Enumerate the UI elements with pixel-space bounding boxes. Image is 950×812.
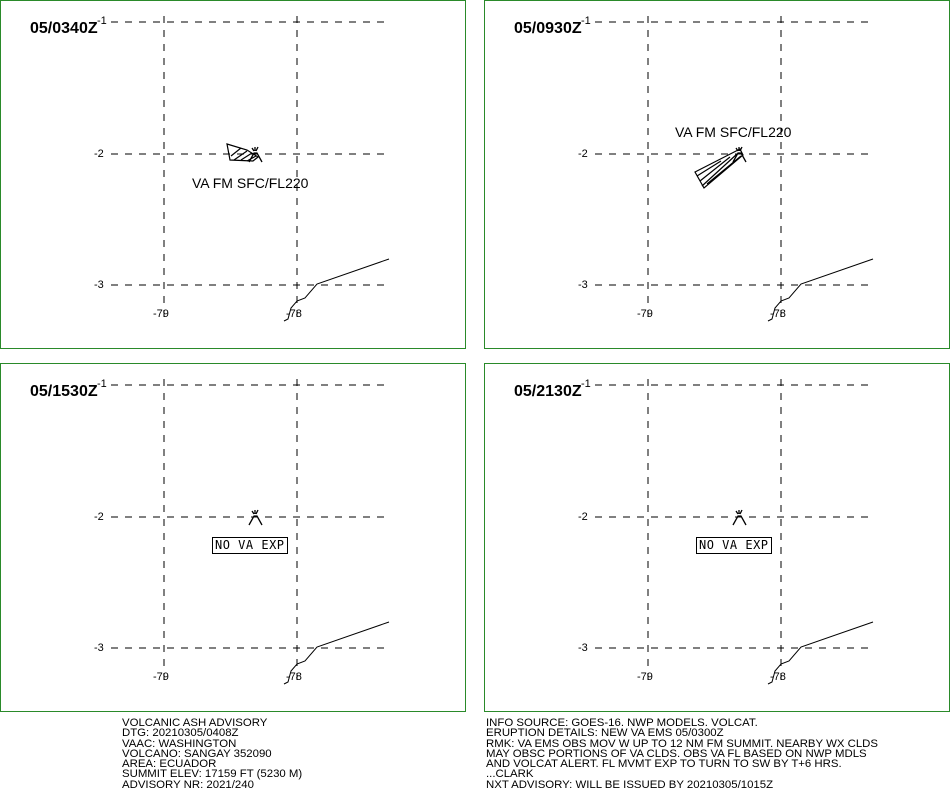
forecast-time: 05/1530Z — [30, 383, 98, 400]
no-va-label: NO VA EXP — [696, 537, 772, 554]
graticule — [595, 379, 868, 684]
advisory-line: AREA: ECUADOR — [122, 758, 217, 771]
lat-tick-label: -1 — [581, 15, 591, 27]
forecast-panel-1530z: 05/1530Z -1 -2 -3 -79 -78 NO VA EXP — [0, 363, 466, 712]
remarks-line: MAY OBSC PORTIONS OF VA CLDS. OBS VA FL … — [486, 747, 867, 760]
forecast-panel-0340z: 05/0340Z -1 -2 -3 -79 -78 VA FM SFC/FL22… — [0, 0, 466, 349]
lon-tick-label: -79 — [153, 308, 169, 320]
advisory-line: VOLCANO: SANGAY 352090 — [122, 747, 272, 760]
lon-tick-label: -78 — [286, 308, 302, 320]
lat-tick-label: -1 — [581, 378, 591, 390]
remarks-line: NXT ADVISORY: WILL BE ISSUED BY 20210305… — [486, 778, 774, 791]
coastline — [283, 258, 390, 322]
graticule — [111, 379, 384, 684]
ash-cloud-area — [694, 148, 744, 189]
remarks-line: RMK: VA EMS OBS MOV W UP TO 12 NM FM SUM… — [486, 737, 878, 750]
advisory-line: VAAC: WASHINGTON — [122, 737, 237, 750]
coastline — [767, 621, 874, 685]
graticule — [111, 16, 384, 321]
volcano-icon — [248, 509, 263, 526]
advisory-line: SUMMIT ELEV: 17159 FT (5230 M) — [122, 768, 303, 781]
forecast-panel-0930z: 05/0930Z -1 -2 -3 -79 -78 VA FM SFC/FL22… — [484, 0, 950, 349]
lon-tick-label: -79 — [153, 671, 169, 683]
lat-tick-label: -1 — [97, 378, 107, 390]
advisory-line: VOLCANIC ASH ADVISORY — [122, 717, 268, 729]
lon-tick-label: -79 — [637, 308, 653, 320]
no-va-label: NO VA EXP — [212, 537, 288, 554]
forecast-time: 05/0930Z — [514, 20, 582, 37]
forecast-time: 05/2130Z — [514, 383, 582, 400]
lat-tick-label: -2 — [94, 511, 104, 523]
va-level-label: VA FM SFC/FL220 — [675, 124, 792, 140]
lat-tick-label: -2 — [578, 511, 588, 523]
advisory-header-block: VOLCANIC ASH ADVISORY DTG: 20210305/0408… — [122, 717, 303, 791]
lon-tick-label: -78 — [770, 308, 786, 320]
map-graphic — [111, 16, 390, 322]
lat-tick-label: -3 — [578, 642, 588, 654]
lat-tick-label: -1 — [97, 15, 107, 27]
lon-tick-label: -79 — [637, 671, 653, 683]
lon-tick-label: -78 — [770, 671, 786, 683]
lat-tick-label: -3 — [94, 642, 104, 654]
volcano-icon — [732, 509, 747, 526]
remarks-line: AND VOLCAT ALERT. FL MVMT EXP TO TURN TO… — [486, 758, 842, 771]
lat-tick-label: -2 — [578, 148, 588, 160]
lat-tick-label: -3 — [578, 279, 588, 291]
map-graphic — [595, 16, 874, 322]
va-level-label: VA FM SFC/FL220 — [192, 175, 309, 191]
coastline — [283, 621, 390, 685]
map-graphic — [595, 379, 874, 685]
advisory-line: ADVISORY NR: 2021/240 — [122, 778, 254, 791]
advisory-line: DTG: 20210305/0408Z — [122, 727, 239, 740]
lat-tick-label: -2 — [94, 148, 104, 160]
lon-tick-label: -78 — [286, 671, 302, 683]
map-graphic — [111, 379, 390, 685]
volcano-icon — [248, 146, 263, 163]
remarks-line: ERUPTION DETAILS: NEW VA EMS 05/0300Z — [486, 727, 724, 740]
remarks-line: ...CLARK — [486, 768, 534, 781]
coastline — [767, 258, 874, 322]
graticule — [595, 16, 868, 321]
forecast-time: 05/0340Z — [30, 20, 98, 37]
lat-tick-label: -3 — [94, 279, 104, 291]
remarks-block: INFO SOURCE: GOES-16. NWP MODELS. VOLCAT… — [486, 717, 878, 791]
remarks-line: INFO SOURCE: GOES-16. NWP MODELS. VOLCAT… — [486, 717, 758, 729]
ash-cloud-area — [226, 143, 260, 162]
forecast-panel-2130z: 05/2130Z -1 -2 -3 -79 -78 NO VA EXP — [484, 363, 950, 712]
